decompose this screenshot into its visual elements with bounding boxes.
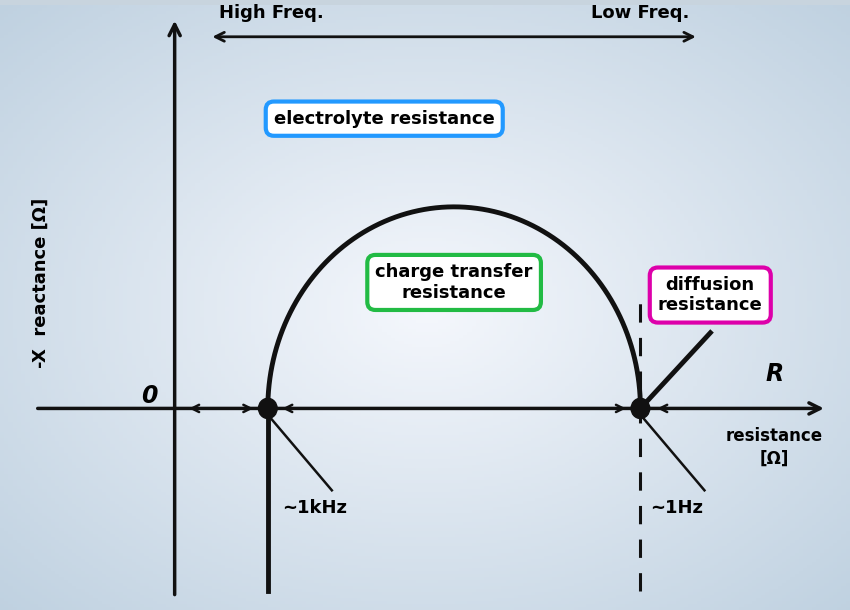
Text: High Freq.: High Freq.: [219, 4, 324, 22]
Text: R: R: [765, 362, 784, 386]
Text: 0: 0: [141, 384, 157, 408]
Text: electrolyte resistance: electrolyte resistance: [274, 110, 495, 127]
Text: resistance
[Ω]: resistance [Ω]: [726, 428, 823, 467]
Text: -X  reactance [Ω]: -X reactance [Ω]: [31, 197, 50, 368]
Circle shape: [258, 398, 277, 418]
Text: ~1kHz: ~1kHz: [282, 499, 347, 517]
Text: Low Freq.: Low Freq.: [591, 4, 689, 22]
Circle shape: [631, 398, 649, 418]
Text: charge transfer
resistance: charge transfer resistance: [376, 263, 533, 302]
Text: diffusion
resistance: diffusion resistance: [658, 276, 762, 314]
Text: ~1Hz: ~1Hz: [649, 499, 703, 517]
